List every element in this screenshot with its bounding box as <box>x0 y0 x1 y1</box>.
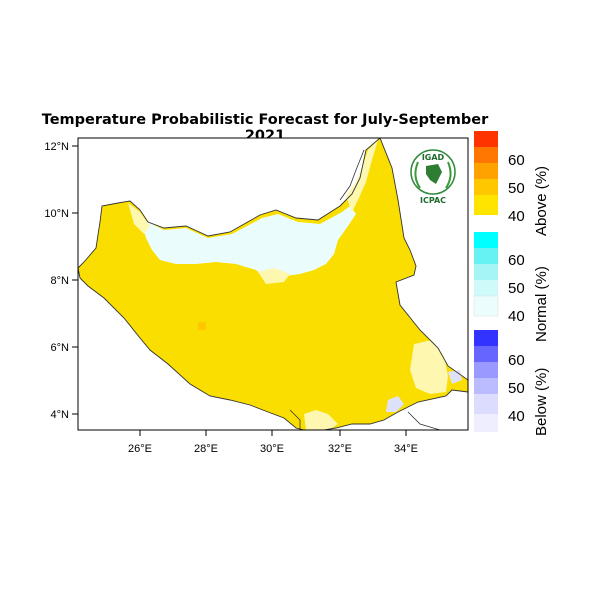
legend-normal-label: Normal (%) <box>533 266 550 342</box>
legend-swatch <box>474 264 498 280</box>
legend-swatch <box>474 131 498 147</box>
legend-swatch <box>474 280 498 296</box>
lat-tick-label: 6°N <box>51 342 70 354</box>
legend-tick: 50 <box>508 380 525 397</box>
lon-tick-label: 34°E <box>394 443 418 455</box>
legend-swatch <box>474 163 498 179</box>
legend-tick: 60 <box>508 152 525 169</box>
lat-tick-label: 4°N <box>51 409 70 421</box>
legend-tick: 40 <box>508 208 525 225</box>
legend-swatch <box>474 147 498 163</box>
neighbour-border <box>407 411 441 430</box>
lat-tick-label: 8°N <box>51 275 70 287</box>
legend-swatch <box>474 414 498 432</box>
south-sudan-region <box>78 138 468 430</box>
map-frame <box>77 137 469 431</box>
legend-tick: 40 <box>508 308 525 325</box>
lon-tick-label: 30°E <box>260 443 284 455</box>
logo-bottom-text: ICPAC <box>420 196 446 205</box>
legend-tick: 60 <box>508 352 525 369</box>
legend-above-label: Above (%) <box>533 166 550 236</box>
legend-tick: 40 <box>508 408 525 425</box>
below-region-south <box>386 396 404 412</box>
lon-tick-label: 32°E <box>328 443 352 455</box>
igad-icpac-logo: IGAD ICPAC <box>410 149 456 205</box>
legend-swatch <box>474 195 498 215</box>
above-45-spot <box>198 322 206 330</box>
legend-swatch <box>473 295 499 317</box>
legend-tick: 50 <box>508 180 525 197</box>
legend-swatch <box>474 248 498 264</box>
country-border <box>78 138 468 430</box>
legend-tick: 60 <box>508 252 525 269</box>
lon-tick-label: 28°E <box>194 443 218 455</box>
low-above-region-south <box>304 410 338 430</box>
low-above-region-north <box>128 203 150 234</box>
low-above-region-east <box>410 340 448 394</box>
laurel-left-icon <box>414 161 421 189</box>
lat-tick-label: 12°N <box>44 141 69 153</box>
legend-swatch <box>474 394 498 414</box>
legend-normal: 60 50 40 Normal (%) <box>473 232 550 342</box>
lat-axis: 12°N 10°N 8°N 6°N 4°N <box>44 141 78 421</box>
neighbour-border <box>289 409 301 430</box>
legend-swatch <box>474 330 498 346</box>
legend-swatch <box>474 346 498 362</box>
map-regions <box>78 138 468 430</box>
low-above-region-ne <box>346 140 378 212</box>
legend-below: 60 50 40 Below (%) <box>474 330 550 436</box>
low-above-region-central <box>258 268 290 284</box>
legend-below-label: Below (%) <box>533 368 550 436</box>
legend-above: 60 50 40 Above (%) <box>474 131 550 236</box>
logo-top-text: IGAD <box>422 153 445 162</box>
lon-axis: 26°E 28°E 30°E 32°E 34°E <box>128 430 418 455</box>
legend-swatch <box>474 232 498 248</box>
lon-tick-label: 26°E <box>128 443 152 455</box>
legend-swatch <box>474 378 498 394</box>
neighbour-border <box>339 149 365 201</box>
laurel-right-icon <box>445 161 452 189</box>
legend-tick: 50 <box>508 280 525 297</box>
africa-map-icon <box>426 164 442 184</box>
legend-swatch <box>474 362 498 378</box>
normal-region-north <box>140 206 356 282</box>
lat-tick-label: 10°N <box>44 208 69 220</box>
legend-swatch <box>474 179 498 195</box>
